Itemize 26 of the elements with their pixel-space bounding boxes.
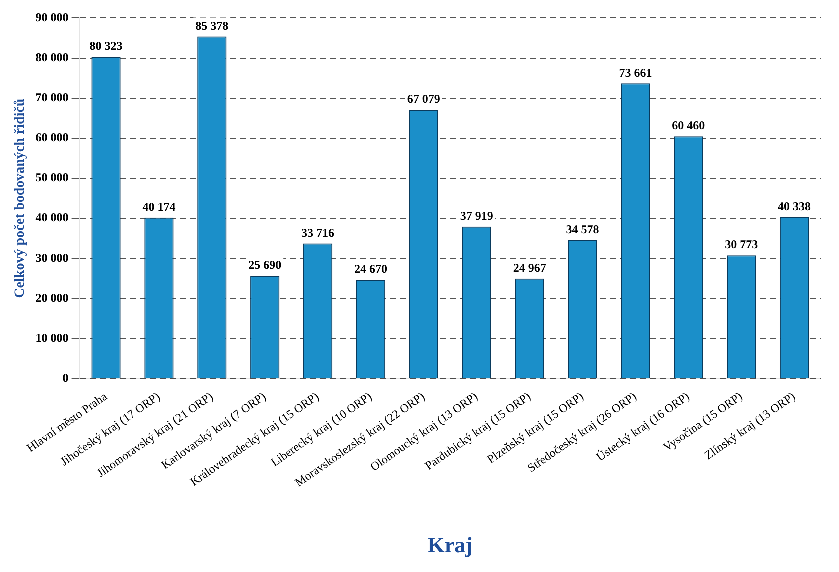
y-tick-label: 40 000 [36, 210, 69, 225]
data-label: 33 716 [302, 226, 335, 240]
data-label: 24 967 [513, 260, 546, 275]
y-tick-label: 80 000 [36, 50, 69, 64]
data-label: 85 378 [196, 18, 229, 33]
data-label: 24 670 [354, 262, 388, 276]
y-tick-label: 50 000 [36, 170, 69, 185]
y-tick-label: 0 [62, 371, 69, 386]
y-tick-label: 70 000 [36, 90, 69, 104]
data-label: 73 661 [619, 66, 652, 80]
y-tick-label: 90 000 [36, 10, 69, 24]
y-tick-label: 30 000 [36, 250, 69, 265]
y-tick-label: 10 000 [36, 330, 69, 345]
data-label: 40 338 [778, 199, 812, 214]
y-tick-label: 20 000 [36, 290, 69, 305]
data-label: 80 323 [90, 39, 123, 54]
y-axis-title: Celkový počet bodovaných řidičů [13, 98, 28, 298]
y-tick-label: 60 000 [36, 130, 69, 145]
data-label: 60 460 [672, 118, 706, 133]
data-label: 34 578 [566, 222, 600, 236]
data-label: 40 174 [142, 200, 176, 214]
data-label: 25 690 [248, 258, 282, 272]
x-axis-title: Kraj [428, 532, 473, 558]
data-label: 37 919 [460, 209, 494, 224]
data-label: 30 773 [725, 238, 758, 252]
data-label: 67 079 [407, 92, 440, 106]
